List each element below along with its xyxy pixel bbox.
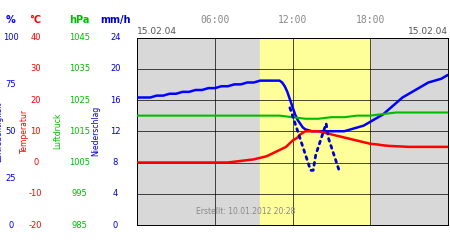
Text: hPa: hPa [69,14,90,25]
Text: 10: 10 [31,127,41,136]
Text: Niederschlag: Niederschlag [92,106,100,156]
Bar [260,38,370,225]
Text: 40: 40 [31,33,41,42]
Text: 15.02.04: 15.02.04 [137,27,177,36]
Text: 100: 100 [3,33,19,42]
Text: 1005: 1005 [69,158,90,167]
Text: %: % [6,14,16,25]
Text: 12:00: 12:00 [278,14,307,25]
Text: °C: °C [30,14,42,25]
Text: 995: 995 [72,189,87,198]
Text: Temperatur: Temperatur [19,109,28,153]
Text: 75: 75 [6,80,16,89]
Text: -10: -10 [29,189,42,198]
Text: 0: 0 [112,220,118,230]
Text: 30: 30 [30,64,41,73]
Text: Luftdruck: Luftdruck [53,113,62,150]
Text: 20: 20 [110,64,121,73]
Text: 0: 0 [9,220,13,230]
Text: 0: 0 [33,158,38,167]
Text: 25: 25 [6,174,16,182]
Text: 1045: 1045 [69,33,90,42]
Text: mm/h: mm/h [100,14,130,25]
Text: 06:00: 06:00 [200,14,230,25]
Text: 1015: 1015 [69,127,90,136]
Text: 18:00: 18:00 [356,14,385,25]
Text: 1025: 1025 [69,96,90,104]
Text: Erstellt: 10.01.2012 20:28: Erstellt: 10.01.2012 20:28 [196,206,296,216]
Text: -20: -20 [29,220,42,230]
Text: 4: 4 [112,189,118,198]
Text: 15.02.04: 15.02.04 [408,27,448,36]
Text: 16: 16 [110,96,121,104]
Text: 24: 24 [110,33,121,42]
Text: 1035: 1035 [69,64,90,73]
Text: 50: 50 [6,127,16,136]
Text: 8: 8 [112,158,118,167]
Text: 20: 20 [31,96,41,104]
Text: 12: 12 [110,127,121,136]
Text: Luftfeuchtigkeit: Luftfeuchtigkeit [0,101,3,162]
Text: 985: 985 [72,220,88,230]
